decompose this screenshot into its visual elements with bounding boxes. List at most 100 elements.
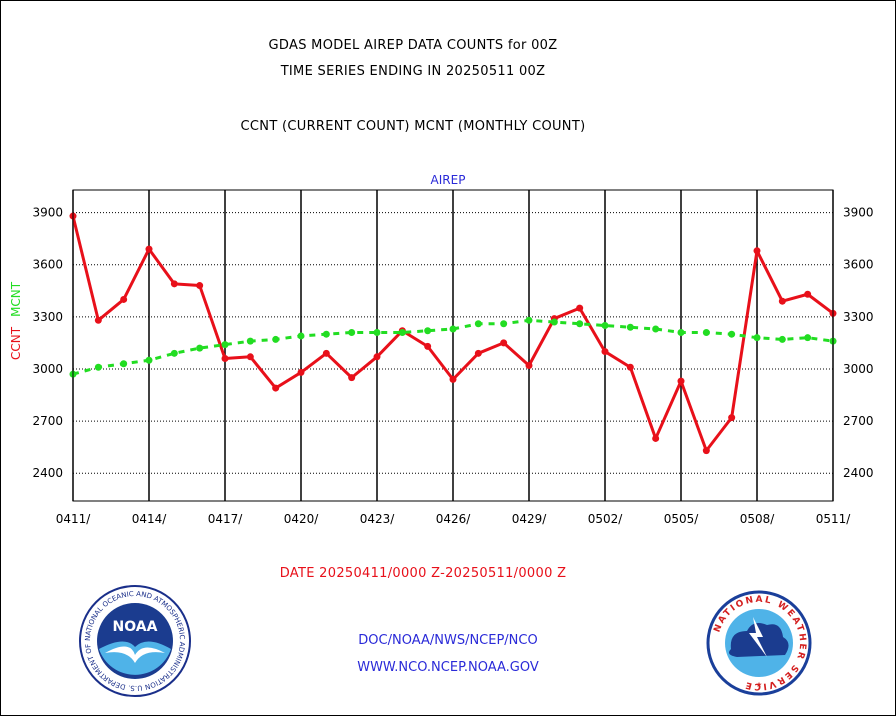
data-point-mcnt	[94, 363, 102, 371]
date-range-label: DATE 20250411/0000 Z-20250511/0000 Z	[279, 566, 567, 581]
y-axis-label-group: CCNT MCNT	[9, 281, 23, 360]
y-tick-label-left: 2400	[32, 466, 63, 480]
data-point-ccnt	[677, 377, 685, 385]
y-tick-label-right: 3000	[843, 362, 874, 376]
y-tick-label-right: 2700	[843, 414, 874, 428]
data-point-ccnt	[272, 384, 280, 392]
data-point-mcnt	[550, 318, 558, 326]
nws-star-icon: ★	[756, 679, 762, 690]
y-tick-label-left: 3300	[32, 310, 63, 324]
data-point-mcnt	[424, 327, 432, 335]
data-point-mcnt	[120, 360, 128, 368]
data-point-ccnt	[702, 447, 710, 455]
data-point-ccnt	[525, 361, 533, 369]
data-point-ccnt	[322, 349, 330, 357]
noaa-bird-icon	[105, 646, 165, 663]
x-tick-label: 0420/	[284, 512, 320, 526]
ylabel-mcnt: MCNT	[9, 281, 23, 317]
data-point-ccnt	[449, 375, 457, 383]
data-point-mcnt	[145, 356, 153, 364]
y-tick-label-left: 3900	[32, 206, 63, 220]
data-point-mcnt	[525, 316, 533, 324]
nco-link-doc[interactable]: DOC/NOAA/NWS/NCEP/NCO	[358, 633, 538, 648]
nws-lightning-icon	[749, 617, 767, 657]
data-point-mcnt	[196, 344, 204, 352]
data-point-mcnt	[373, 328, 381, 336]
x-tick-label: 0502/	[588, 512, 624, 526]
data-point-mcnt	[804, 334, 812, 342]
data-point-ccnt	[145, 245, 153, 253]
data-point-ccnt	[576, 304, 584, 312]
data-point-mcnt	[652, 325, 660, 333]
data-point-ccnt	[373, 353, 381, 361]
data-point-ccnt	[753, 247, 761, 255]
y-tick-label-right: 3900	[843, 206, 874, 220]
data-point-mcnt	[728, 330, 736, 338]
data-point-ccnt	[170, 280, 178, 288]
chart-header-line2: TIME SERIES ENDING IN 20250511 00Z	[280, 64, 546, 79]
data-point-ccnt	[348, 374, 356, 382]
data-point-ccnt	[804, 290, 812, 298]
data-point-ccnt	[196, 282, 204, 290]
data-point-ccnt	[500, 339, 508, 347]
data-point-mcnt	[246, 337, 254, 345]
grid-layer	[72, 190, 834, 501]
y-tick-label-right: 3600	[843, 258, 874, 272]
data-point-mcnt	[322, 330, 330, 338]
data-point-mcnt	[170, 349, 178, 357]
data-point-ccnt	[297, 368, 305, 376]
data-point-mcnt	[778, 335, 786, 343]
chart-header-line1: GDAS MODEL AIREP DATA COUNTS for 00Z	[268, 38, 558, 53]
y-tick-label-left: 2700	[32, 414, 63, 428]
data-point-mcnt	[626, 323, 634, 331]
data-point-mcnt	[677, 328, 685, 336]
nco-link-web[interactable]: WWW.NCO.NCEP.NOAA.GOV	[357, 660, 539, 675]
data-point-ccnt	[601, 348, 609, 356]
data-point-mcnt	[221, 341, 229, 349]
data-point-ccnt	[728, 414, 736, 422]
y-tick-label-right: 2400	[843, 466, 874, 480]
data-point-ccnt	[120, 295, 128, 303]
data-point-mcnt	[348, 328, 356, 336]
x-tick-label: 0414/	[132, 512, 168, 526]
data-point-ccnt	[246, 353, 254, 361]
data-point-mcnt	[272, 335, 280, 343]
data-point-ccnt	[652, 434, 660, 442]
x-tick-label: 0511/	[816, 512, 852, 526]
plot-border	[72, 189, 834, 502]
nws-cloud-icon	[729, 623, 789, 657]
data-point-ccnt	[94, 316, 102, 324]
data-point-mcnt	[474, 320, 482, 328]
data-point-mcnt	[500, 320, 508, 328]
nws-logo: NATIONAL WEATHER SERVICE ★	[706, 590, 812, 696]
noaa-logo-text: NOAA	[113, 619, 158, 635]
y-tick-label-left: 3600	[32, 258, 63, 272]
data-point-mcnt	[576, 320, 584, 328]
y-axis-label: CCNT MCNT	[9, 281, 23, 360]
noaa-logo: NATIONAL OCEANIC AND ATMOSPHERIC ADMINIS…	[79, 585, 191, 697]
x-tick-label: 0426/	[436, 512, 472, 526]
data-point-mcnt	[398, 328, 406, 336]
ylabel-ccnt: CCNT	[9, 326, 23, 360]
data-point-ccnt	[474, 349, 482, 357]
chart-title: AIREP	[431, 173, 466, 187]
x-tick-label: 0423/	[360, 512, 396, 526]
data-point-mcnt	[297, 332, 305, 340]
y-tick-label-left: 3000	[32, 362, 63, 376]
x-tick-label: 0417/	[208, 512, 244, 526]
data-point-mcnt	[702, 328, 710, 336]
y-tick-label-right: 3300	[843, 310, 874, 324]
series-layer	[69, 212, 837, 455]
chart-header-line3: CCNT (CURRENT COUNT) MCNT (MONTHLY COUNT…	[240, 119, 586, 134]
x-tick-label: 0505/	[664, 512, 700, 526]
x-tick-label: 0429/	[512, 512, 548, 526]
x-tick-label: 0411/	[56, 512, 92, 526]
data-point-mcnt	[753, 334, 761, 342]
x-tick-label: 0508/	[740, 512, 776, 526]
data-point-mcnt	[601, 322, 609, 330]
data-point-ccnt	[778, 297, 786, 305]
data-point-mcnt	[449, 325, 457, 333]
data-point-ccnt	[221, 355, 229, 363]
tick-layer: 2400 2400 2700 2700 3000 3000 3300 3300 3600 3600…	[32, 206, 873, 526]
